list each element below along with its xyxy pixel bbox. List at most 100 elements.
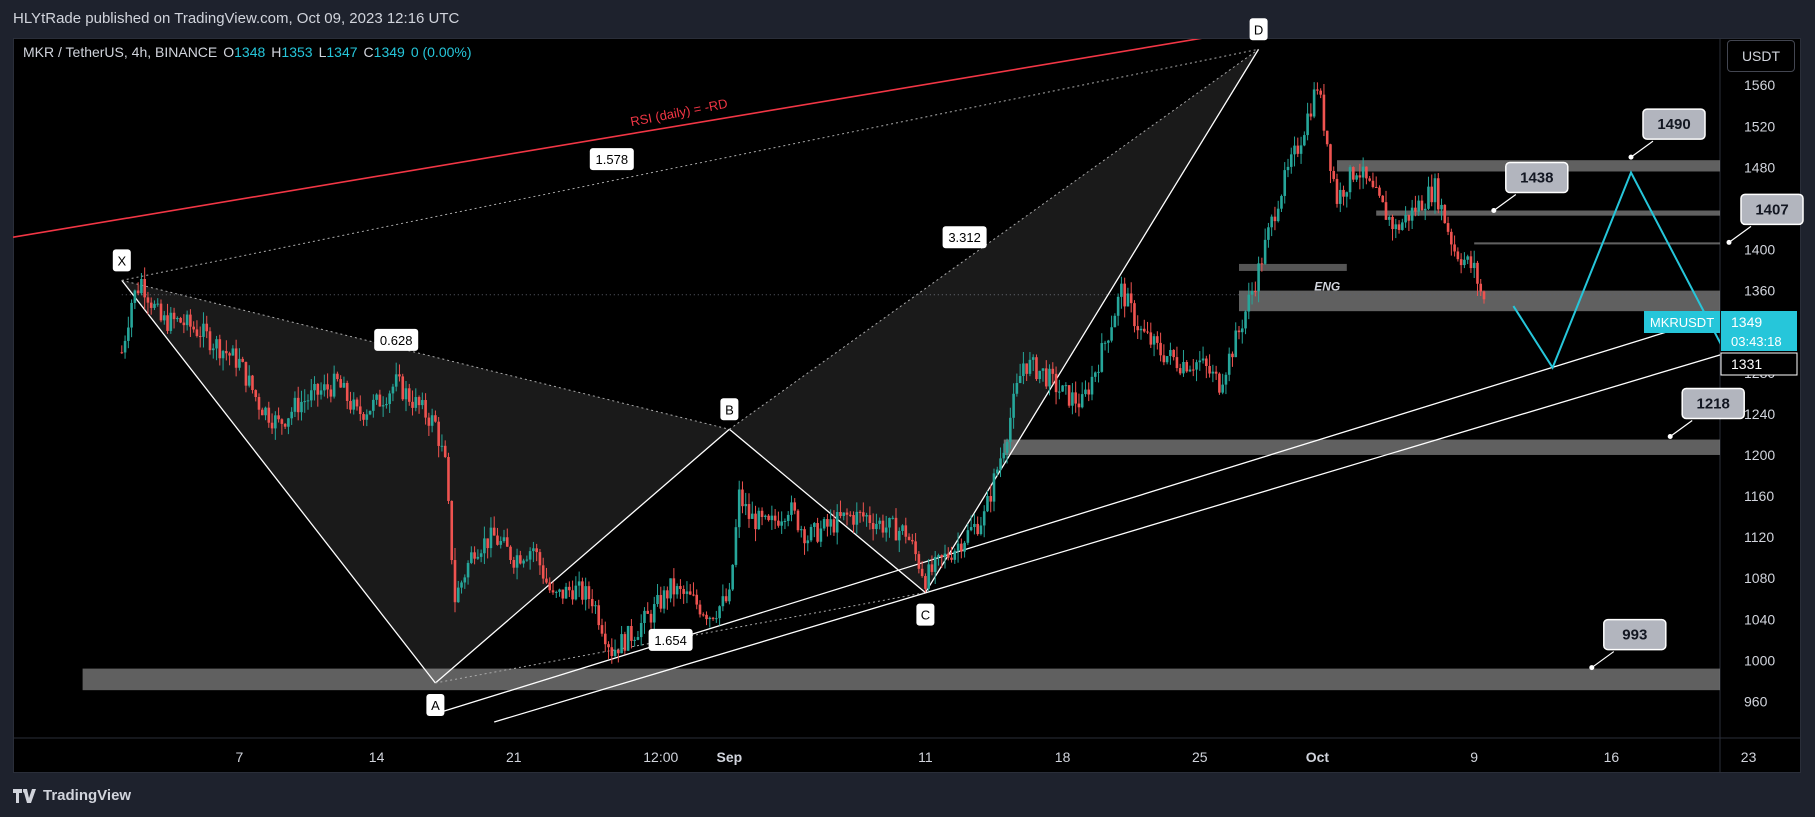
candle-body [639,622,643,638]
candle-body [486,538,489,549]
candle-body [339,379,342,388]
candle-body [306,400,310,402]
open-value: 1348 [234,44,266,60]
candle-body [215,339,218,349]
candle-body [192,326,195,330]
candle-body [1061,385,1064,392]
callout-label: 1438 [1520,170,1553,187]
candle-body [982,511,986,526]
candle-body [1067,385,1071,406]
candle-body [969,527,973,531]
candle-body [1394,224,1398,230]
candle-body [1289,154,1293,167]
candle-body [888,517,891,528]
candle-body [211,348,215,351]
candle-body [701,614,705,616]
candle-body [1469,256,1473,269]
candle-body [1365,166,1368,179]
candle-body [649,613,653,623]
candle-body [1064,385,1068,387]
candle-body [120,352,124,354]
candle-body [342,382,346,388]
candle-body [143,278,146,298]
candle-body [924,576,927,589]
callout-anchor [1589,665,1595,671]
candle-body [1169,349,1172,357]
candle-body [515,555,519,568]
pattern-leg [434,428,730,684]
candle-body [1273,216,1277,222]
candle-body [803,529,806,544]
candle-body [734,527,738,565]
candle-body [679,586,682,590]
candle-body [1077,403,1081,408]
candle-body [1005,441,1009,453]
candle-body [744,504,748,507]
candle-body [780,521,783,526]
candle-body [724,596,728,602]
callout-box [1681,387,1745,420]
ratio-badge [648,628,693,651]
y-tick-label: 1360 [1744,283,1775,299]
x-tick-label: 14 [369,749,385,765]
candle-body [1417,200,1420,212]
candle-body [453,560,457,603]
tradingview-logo[interactable]: TradingView [13,787,131,804]
candle-body [839,511,842,517]
pattern-point-badge [112,249,131,272]
candle-body [1401,222,1404,230]
price-zone [1003,439,1720,455]
candle-body [238,358,241,368]
candle-body [1090,376,1094,395]
currency-button[interactable]: USDT [1727,40,1795,72]
candle-body [182,322,186,326]
candle-body [626,626,630,651]
candle-body [577,581,581,586]
candle-body [332,373,336,397]
candle-body [274,415,277,429]
candle-body [228,353,231,356]
callout-pointer [1630,140,1654,158]
candle-body [179,317,182,323]
candle-body [1175,357,1179,369]
pattern-point-badge [720,398,739,421]
candle-body [1378,187,1381,196]
candle-body [421,400,424,406]
pattern-triangle-xab [121,280,730,683]
candle-body [1263,239,1267,264]
low-value: 1347 [326,44,358,60]
candle-body [368,410,372,415]
candle-body [440,445,444,447]
candle-body [1329,144,1332,171]
y-tick-label: 1040 [1744,611,1775,627]
candle-body [1240,328,1244,333]
candle-body [809,526,813,541]
candle-body [1227,353,1231,375]
x-tick-label: 7 [236,749,244,765]
candle-body [257,397,261,410]
candle-body [737,489,741,528]
y-tick-label: 1000 [1744,652,1775,668]
candle-body [672,578,676,595]
candle-body [1237,330,1241,333]
candle-body [675,586,679,595]
pattern-point-label: D [1254,22,1263,37]
x-tick-label: 18 [1055,749,1071,765]
symbol-name[interactable]: MKR / TetherUS, 4h, BINANCE [23,44,218,60]
callout-anchor [1491,208,1497,214]
candle-body [169,312,173,331]
candle-body [1097,371,1100,373]
candle-body [411,401,414,408]
candle-body [509,546,512,560]
candle-body [1139,328,1143,331]
candle-body [1384,202,1388,220]
candle-body [1459,259,1463,266]
pattern-ratio-line [121,279,730,430]
candle-body [966,530,970,543]
candle-body [979,525,983,535]
candle-body [502,537,506,542]
candle-body [407,388,411,402]
candle-body [558,589,561,592]
candle-body [554,591,558,593]
